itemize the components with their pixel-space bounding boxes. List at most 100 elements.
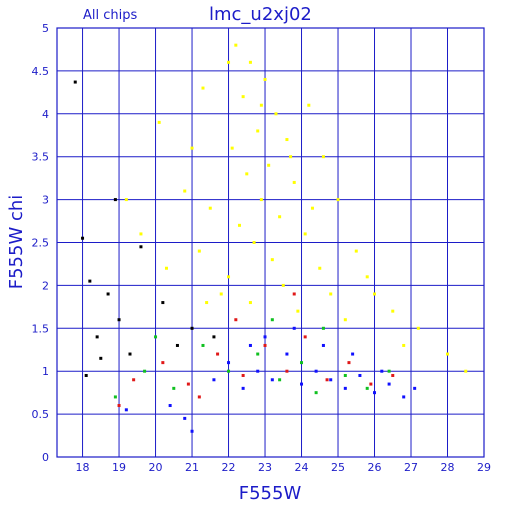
data-point <box>197 249 201 253</box>
data-point <box>168 404 172 408</box>
data-point <box>303 335 307 339</box>
data-point <box>241 386 245 390</box>
data-point <box>292 292 296 296</box>
data-point <box>117 318 121 322</box>
data-point <box>212 335 216 339</box>
data-point <box>373 391 377 395</box>
x-tick-label: 25 <box>331 461 345 474</box>
data-point <box>267 163 271 167</box>
data-point <box>124 198 128 202</box>
data-point <box>321 155 325 159</box>
data-point <box>201 343 205 347</box>
data-point <box>303 232 307 236</box>
data-point <box>124 408 128 412</box>
data-point <box>241 95 245 99</box>
data-point <box>227 60 231 64</box>
x-tick-label: 27 <box>404 461 418 474</box>
data-point <box>292 326 296 330</box>
data-point <box>139 232 143 236</box>
data-point <box>296 309 300 313</box>
data-point <box>186 382 190 386</box>
data-point <box>336 198 340 202</box>
data-point <box>172 386 176 390</box>
data-point <box>285 138 289 142</box>
data-point <box>263 335 267 339</box>
data-point <box>113 395 117 399</box>
data-point <box>351 352 355 356</box>
data-point <box>325 378 329 382</box>
data-point <box>270 378 274 382</box>
data-point <box>248 60 252 64</box>
data-point <box>99 356 103 360</box>
data-point <box>278 215 282 219</box>
data-point <box>391 309 395 313</box>
data-point <box>175 343 179 347</box>
data-point <box>289 155 293 159</box>
data-point <box>208 206 212 210</box>
data-point <box>391 373 395 377</box>
data-point <box>263 343 267 347</box>
data-point <box>237 223 241 227</box>
data-point <box>205 301 209 305</box>
data-point <box>161 301 165 305</box>
data-point <box>343 318 347 322</box>
x-tick-label: 22 <box>222 461 236 474</box>
data-point <box>201 86 205 90</box>
data-point <box>234 43 238 47</box>
data-point <box>183 416 187 420</box>
data-point <box>329 378 333 382</box>
data-point <box>161 361 165 365</box>
data-point <box>278 378 282 382</box>
x-tick-label: 19 <box>112 461 126 474</box>
x-tick-label: 18 <box>76 461 90 474</box>
data-point <box>274 112 278 116</box>
x-tick-label: 28 <box>441 461 455 474</box>
data-point <box>387 369 391 373</box>
data-point <box>73 80 77 84</box>
data-point <box>88 279 92 283</box>
data-point <box>281 283 285 287</box>
data-point <box>259 103 263 107</box>
data-point <box>183 189 187 193</box>
data-point <box>300 382 304 386</box>
data-point <box>216 352 220 356</box>
data-point <box>387 382 391 386</box>
x-tick-label: 29 <box>477 461 491 474</box>
data-point <box>365 386 369 390</box>
data-point <box>139 245 143 249</box>
y-tick-label: 4 <box>42 108 49 121</box>
y-tick-label: 4.5 <box>32 65 50 78</box>
x-axis-label: F555W <box>239 483 302 504</box>
data-point <box>329 292 333 296</box>
data-point <box>369 382 373 386</box>
plot-frame <box>56 27 485 458</box>
data-point <box>380 369 384 373</box>
x-tick-label: 21 <box>185 461 199 474</box>
data-point <box>354 249 358 253</box>
y-tick-label: 1 <box>42 365 49 378</box>
data-point <box>227 369 231 373</box>
series <box>113 318 391 399</box>
data-point <box>318 266 322 270</box>
data-point <box>310 206 314 210</box>
data-point <box>190 146 194 150</box>
data-point <box>95 335 99 339</box>
data-point <box>106 292 110 296</box>
x-tick-label: 20 <box>149 461 163 474</box>
series <box>117 292 395 408</box>
data-point <box>256 369 260 373</box>
data-point <box>413 386 417 390</box>
data-point <box>219 292 223 296</box>
data-point <box>270 258 274 262</box>
data-point <box>234 318 238 322</box>
data-points <box>73 43 468 433</box>
y-tick-label: 3 <box>42 194 49 207</box>
y-tick-label: 5 <box>42 22 49 35</box>
data-point <box>81 236 85 240</box>
data-point <box>128 352 132 356</box>
data-point <box>256 129 260 133</box>
data-point <box>164 266 168 270</box>
y-tick-label: 0.5 <box>32 408 50 421</box>
data-point <box>252 241 256 244</box>
data-point <box>321 326 325 330</box>
